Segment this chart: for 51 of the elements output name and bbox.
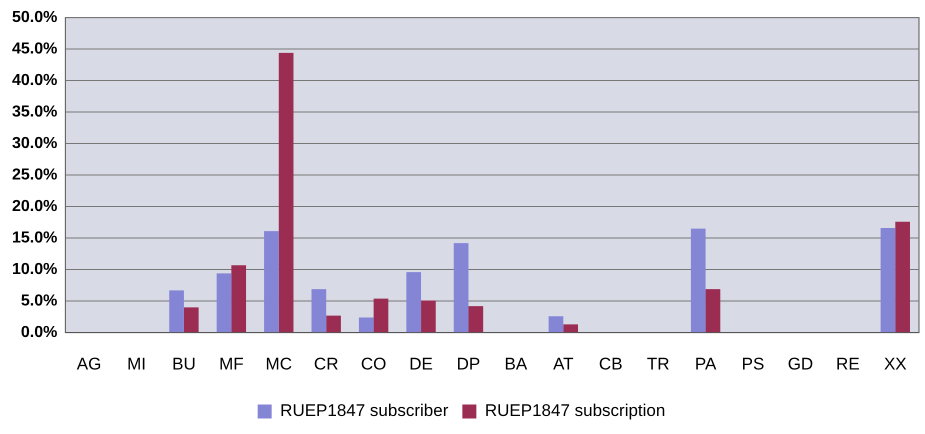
y-tick-label: 45.0% [12,40,58,58]
y-tick-label: 30.0% [12,135,58,152]
x-tick-label: MC [266,354,292,374]
x-tick-label: CR [314,354,338,374]
bar [548,316,564,332]
bar [216,273,232,332]
bar [406,272,422,332]
y-tick-label: 35.0% [12,104,58,121]
bar [895,222,910,332]
y-tick-label: 25.0% [12,166,58,184]
x-tick-label: MF [219,354,244,374]
legend-label: RUEP1847 subscription [484,401,666,420]
bar [312,289,326,332]
x-tick-label: BA [504,354,528,374]
x-tick-label: RE [836,354,860,374]
x-tick-label: PS [742,354,764,374]
bar [358,317,374,332]
y-tick-label: 10.0% [12,261,58,278]
bar [264,231,279,332]
y-tick-label: 20.0% [12,198,58,216]
bar [454,243,468,332]
bar [326,316,341,332]
bar [706,289,720,332]
y-tick-label: 5.0% [20,292,58,310]
x-tick-label: PA [694,354,717,374]
x-tick-label: DE [409,354,433,374]
bar [231,265,246,332]
y-tick-label: 0.0% [20,324,58,342]
x-tick-label: DP [456,354,480,374]
x-tick-label: TR [646,354,670,374]
bar [374,298,388,332]
x-tick-label: CO [360,354,386,374]
x-tick-label: AT [553,354,574,374]
x-tick-label: AG [76,354,102,374]
bar [278,52,294,332]
x-tick-label: CB [598,354,623,374]
bar [169,290,184,332]
x-tick-label: MI [127,354,146,374]
x-tick-label: XX [884,354,907,374]
x-tick-label: BU [172,354,196,374]
bar [880,228,896,332]
x-tick-label: GD [788,354,814,374]
y-tick-label: 50.0% [12,9,58,26]
y-tick-label: 40.0% [12,72,58,90]
bar [563,324,578,332]
legend-label: RUEP1847 subscriber [280,401,449,420]
y-tick-label: 15.0% [12,230,58,247]
bar [184,307,199,332]
bar [468,306,484,332]
bar [690,228,706,332]
bar [421,300,436,332]
